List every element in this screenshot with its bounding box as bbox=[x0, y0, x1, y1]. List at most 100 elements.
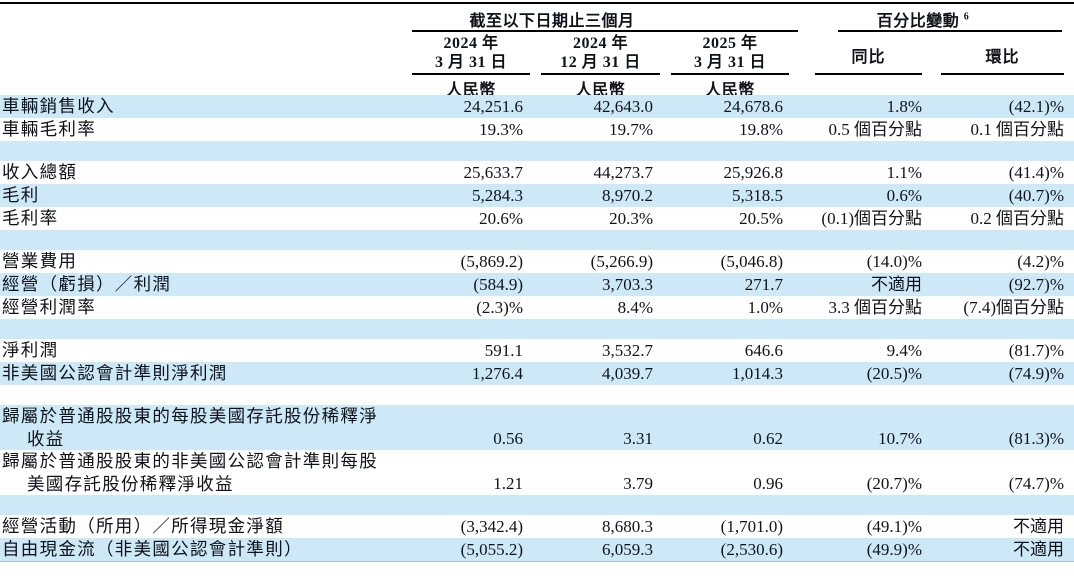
cell-2025-03-31: 646.6 bbox=[744, 341, 783, 360]
row-label: 經營活動（所用）／所得現金淨額 bbox=[2, 516, 284, 536]
cell-qoq: (7.4)個百分點 bbox=[963, 298, 1064, 317]
table-top-rule bbox=[0, 2, 1074, 4]
change-group-underline bbox=[838, 30, 1062, 32]
cell-2024-03-31 bbox=[412, 385, 523, 405]
row-label: 車輛銷售收入 bbox=[2, 96, 115, 116]
cell-yoy: 9.4% bbox=[886, 341, 922, 360]
cell-qoq: (41.4)% bbox=[1008, 163, 1064, 182]
table-row bbox=[0, 495, 1074, 515]
cell-2024-12-31: 20.3% bbox=[609, 209, 653, 228]
yoy-underline bbox=[815, 73, 922, 75]
cell-2024-03-31: 1,276.4 bbox=[472, 364, 523, 383]
cell-qoq: (81.3)% bbox=[1008, 428, 1064, 448]
cell-2024-03-31: (2.3)% bbox=[476, 298, 523, 317]
cell-yoy: 10.7% bbox=[878, 428, 922, 448]
row-label: 經營利潤率 bbox=[2, 297, 96, 317]
cell-yoy: 0.5 個百分點 bbox=[828, 120, 923, 139]
cell-2024-12-31: 4,039.7 bbox=[602, 364, 653, 383]
row-label: 經營（虧損）／利潤 bbox=[2, 274, 172, 294]
row-label: 營業費用 bbox=[2, 251, 78, 271]
col3-date: 3 月 31 日 bbox=[693, 54, 766, 71]
cell-2024-03-31 bbox=[412, 319, 523, 339]
row-label bbox=[0, 141, 412, 161]
table-row: 淨利潤 591.1 3,532.7 646.6 9.4% (81.7)% bbox=[0, 339, 1074, 362]
period-group-underline bbox=[412, 30, 798, 32]
cell-2025-03-31: 0.96 bbox=[753, 473, 783, 493]
col3-currency: 人民幣 bbox=[705, 82, 755, 99]
cell-qoq: 不適用 bbox=[1013, 517, 1064, 536]
cell-2024-12-31: 42,643.0 bbox=[593, 97, 654, 116]
cell-2024-12-31: 8,970.2 bbox=[602, 186, 653, 205]
col-header-qoq: 環比 bbox=[985, 49, 1020, 66]
cell-2024-03-31: 1.21 bbox=[493, 473, 523, 493]
cell-2024-12-31: 8,680.3 bbox=[602, 517, 653, 536]
cell-qoq bbox=[922, 141, 1064, 161]
cell-qoq bbox=[922, 319, 1064, 339]
table-row: 車輛毛利率 19.3% 19.7% 19.8% 0.5 個百分點 0.1 個百分… bbox=[0, 118, 1074, 141]
row-label: 非美國公認會計準則淨利潤 bbox=[2, 363, 228, 383]
col-header-2024-12-31: 2024 年 12 月 31 日 bbox=[541, 34, 660, 72]
cell-2024-03-31 bbox=[412, 141, 523, 161]
cell-2025-03-31: 5,318.5 bbox=[732, 186, 783, 205]
row-label: 毛利 bbox=[2, 185, 40, 205]
table-row: 非美國公認會計準則淨利潤 1,276.4 4,039.7 1,014.3 (20… bbox=[0, 362, 1074, 385]
table-row bbox=[0, 230, 1074, 250]
cell-yoy: 1.1% bbox=[886, 163, 922, 182]
cell-qoq: (74.7)% bbox=[1008, 473, 1064, 493]
col3-underline bbox=[671, 73, 789, 75]
row-label bbox=[0, 319, 412, 339]
table-row: 毛利率 20.6% 20.3% 20.5% (0.1)個百分點 0.2 個百分點 bbox=[0, 207, 1074, 230]
cell-2025-03-31 bbox=[653, 495, 783, 515]
table-body: 車輛銷售收入 24,251.6 42,643.0 24,678.6 1.8% (… bbox=[0, 95, 1074, 562]
cell-2024-12-31 bbox=[523, 230, 653, 250]
cell-2024-12-31 bbox=[523, 141, 653, 161]
cell-2024-03-31 bbox=[412, 495, 523, 515]
cell-yoy: (14.0)% bbox=[866, 252, 922, 271]
table-row: 歸屬於普通股股東的每股美國存託股份稀釋淨 收益 0.56 3.31 0.62 10… bbox=[0, 405, 1074, 450]
cell-yoy: 不適用 bbox=[871, 275, 922, 294]
cell-qoq: (4.2)% bbox=[1017, 252, 1064, 271]
table-row: 經營活動（所用）／所得現金淨額 (3,342.4) 8,680.3 (1,701… bbox=[0, 515, 1074, 538]
change-group-label: 百分比變動 bbox=[876, 13, 960, 30]
cell-2024-03-31: (5,055.2) bbox=[460, 540, 523, 559]
period-group-label: 截至以下日期止三個月 bbox=[469, 13, 635, 30]
row-label: 收入總額 bbox=[2, 162, 78, 182]
cell-2025-03-31: 20.5% bbox=[739, 209, 783, 228]
cell-2024-12-31 bbox=[523, 319, 653, 339]
col2-underline bbox=[541, 73, 660, 75]
cell-2025-03-31: 25,926.8 bbox=[723, 163, 784, 182]
table-row: 經營利潤率 (2.3)% 8.4% 1.0% 3.3 個百分點 (7.4)個百分… bbox=[0, 296, 1074, 319]
cell-2024-03-31: 25,633.7 bbox=[463, 163, 524, 182]
cell-2025-03-31: 24,678.6 bbox=[723, 97, 784, 116]
cell-2024-12-31 bbox=[523, 385, 653, 405]
cell-2024-12-31: 6,059.3 bbox=[602, 540, 653, 559]
cell-yoy bbox=[783, 495, 922, 515]
cell-2024-03-31: 19.3% bbox=[479, 120, 523, 139]
cell-2024-12-31: 8.4% bbox=[617, 298, 653, 317]
row-label: 歸屬於普通股股東的每股美國存託股份稀釋淨 收益 bbox=[2, 406, 378, 449]
cell-2024-12-31 bbox=[523, 495, 653, 515]
cell-2025-03-31: (1,701.0) bbox=[720, 517, 783, 536]
cell-yoy: (20.5)% bbox=[866, 364, 922, 383]
table-row bbox=[0, 319, 1074, 339]
cell-qoq bbox=[922, 230, 1064, 250]
cell-2024-03-31: (584.9) bbox=[473, 275, 523, 294]
cell-2024-03-31: 591.1 bbox=[484, 341, 523, 360]
change-group-footnote: 6 bbox=[963, 11, 970, 23]
cell-2024-03-31: 0.56 bbox=[493, 428, 523, 448]
col3-year: 2025 年 bbox=[702, 35, 758, 52]
col-header-yoy: 同比 bbox=[851, 49, 886, 66]
cell-2025-03-31 bbox=[653, 319, 783, 339]
col1-currency: 人民幣 bbox=[446, 82, 496, 99]
row-label bbox=[0, 230, 412, 250]
row-label: 車輛毛利率 bbox=[2, 119, 96, 139]
cell-qoq: (74.9)% bbox=[1008, 364, 1064, 383]
col-header-2025-03-31: 2025 年 3 月 31 日 bbox=[671, 34, 789, 72]
cell-qoq: (92.7)% bbox=[1008, 275, 1064, 294]
cell-qoq: 0.2 個百分點 bbox=[970, 209, 1065, 228]
cell-2025-03-31: 1.0% bbox=[747, 298, 783, 317]
cell-2024-03-31: (5,869.2) bbox=[460, 252, 523, 271]
cell-2025-03-31 bbox=[653, 141, 783, 161]
cell-yoy: (20.7)% bbox=[866, 473, 922, 493]
change-group-header: 百分比變動 6 bbox=[838, 7, 1008, 31]
